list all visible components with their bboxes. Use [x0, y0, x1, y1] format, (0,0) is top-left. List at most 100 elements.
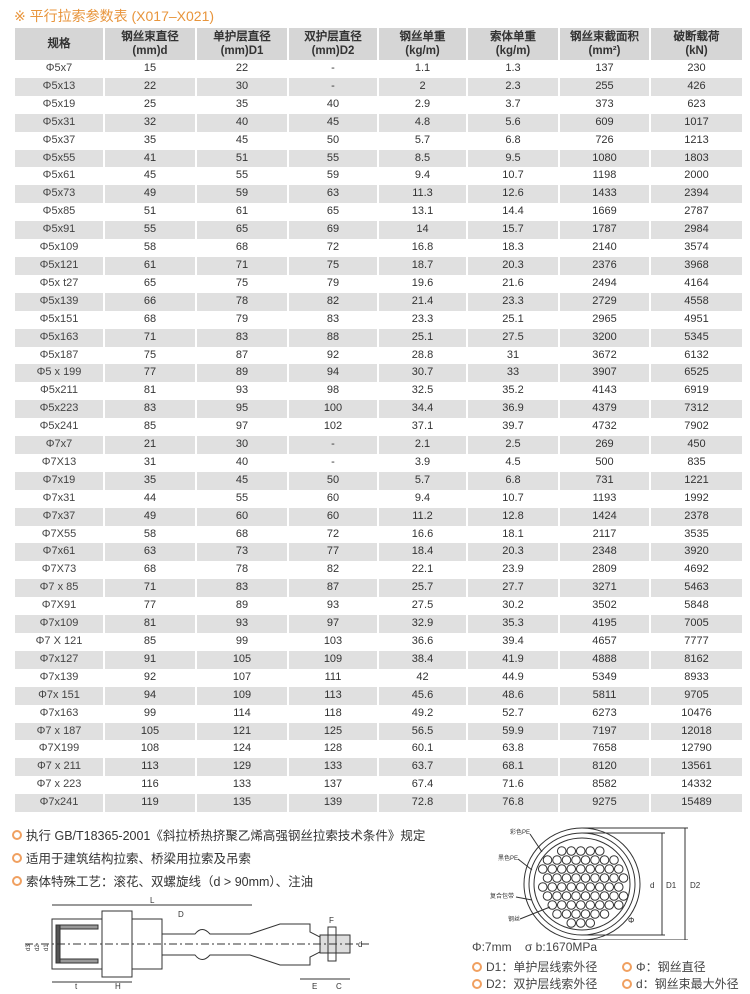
spec-cell: Φ7x109 — [15, 615, 103, 633]
value-cell: 83 — [326, 312, 340, 325]
spec-cell: Φ7x127 — [15, 650, 103, 669]
value-cell: 38.4 — [379, 650, 466, 669]
table-row: Φ5x163 71 83 88 25.1 27.5 3200 5345 — [15, 328, 742, 347]
value-cell: 731 — [560, 471, 649, 490]
value-cell: 45 — [143, 169, 157, 182]
wire-strand — [580, 909, 591, 919]
value-cell: 50 — [326, 133, 340, 146]
wire-strand — [556, 882, 567, 892]
value-cell: 59 — [326, 169, 340, 182]
column-header-title: 破断载荷 — [673, 31, 720, 43]
wire-spec: Φ:7mm σ b:1670MPa — [472, 940, 597, 954]
value-cell: 71 — [105, 579, 195, 598]
value-cell: 133 — [289, 758, 377, 777]
value-cell: 102 — [323, 420, 343, 433]
value-cell: 10.7 — [502, 491, 524, 504]
value-cell: 2378 — [651, 507, 742, 526]
value-cell: 3.9 — [414, 455, 431, 468]
value-cell: 23.3 — [411, 312, 434, 325]
value-cell: 71.6 — [502, 778, 524, 791]
wire-strand — [556, 864, 567, 874]
value-cell: 3968 — [651, 256, 742, 275]
value-cell: 2376 — [560, 256, 649, 275]
value-cell: 67.4 — [411, 778, 434, 791]
bullet-icon — [622, 961, 632, 972]
table-row: Φ5x31 32 40 45 4.8 5.6 609 1017 — [15, 113, 742, 132]
value-cell: 118 — [324, 706, 342, 719]
table-row: Φ5x55 41 51 55 8.5 9.5 1080 1803 — [15, 149, 742, 168]
value-cell: 59.9 — [468, 722, 558, 741]
dim-label-C: C — [336, 982, 342, 991]
spec-cell: Φ7 x 223 — [36, 778, 82, 791]
value-cell: 89 — [235, 599, 249, 612]
value-cell: 18.3 — [502, 241, 524, 254]
value-cell: 13561 — [651, 758, 742, 777]
value-cell: 69 — [289, 221, 377, 240]
value-cell: 79 — [235, 312, 249, 325]
value-cell: 3502 — [592, 599, 617, 612]
value-cell: 114 — [233, 706, 251, 719]
spec-cell: Φ7x31 — [42, 491, 76, 504]
value-cell: 3907 — [560, 364, 649, 383]
value-cell: 1193 — [592, 491, 617, 504]
column-header-unit: (kg/m) — [495, 45, 531, 57]
value-cell: 72 — [326, 527, 340, 540]
value-cell: 66 — [105, 292, 195, 311]
spec-cell: Φ7x37 — [15, 507, 103, 526]
wire-strand — [585, 846, 596, 856]
wire-strand — [566, 882, 577, 892]
value-cell: 72 — [326, 241, 340, 254]
value-cell: 85 — [143, 420, 157, 433]
table-row: Φ7 x 85 71 83 87 25.7 27.7 3271 5463 — [15, 579, 742, 598]
table-row: Φ7x163 99 114 118 49.2 52.7 6273 10476 — [15, 705, 742, 723]
dim-label-d1: d1 — [44, 944, 50, 951]
table-row: Φ5x223 83 95 100 34.4 36.9 4379 7312 — [15, 400, 742, 419]
value-cell: 7312 — [651, 400, 742, 419]
value-cell: 128 — [323, 742, 343, 755]
wire-strand — [571, 909, 581, 919]
wire-strand — [561, 855, 572, 865]
dim-label-t: t — [75, 982, 78, 991]
value-cell: 5.6 — [468, 113, 558, 132]
value-cell: 426 — [651, 77, 742, 96]
spec-cell: Φ5x109 — [39, 241, 79, 254]
table-row: Φ7X13 31 40 - 3.9 4.5 500 835 — [15, 454, 742, 472]
value-cell: 52.7 — [502, 706, 524, 719]
table-row: Φ7x19 35 45 50 5.7 6.8 731 1221 — [15, 471, 742, 490]
table-row: Φ7x61 63 73 77 18.4 20.3 2348 3920 — [15, 543, 742, 562]
wire-strand — [571, 873, 581, 883]
value-cell: 31 — [143, 455, 157, 468]
value-cell: 98 — [326, 384, 340, 397]
spec-cell: Φ5x211 — [40, 384, 78, 397]
wire-strand — [547, 900, 558, 910]
spec-cell: Φ5x91 — [15, 221, 103, 240]
value-cell: 137 — [595, 62, 614, 74]
wire-strand — [594, 864, 605, 874]
value-cell: 8.5 — [379, 149, 466, 168]
value-cell: 45.6 — [379, 686, 466, 705]
wire-strand — [561, 873, 572, 883]
value-cell: 95 — [197, 400, 287, 419]
value-cell: 39.4 — [502, 635, 524, 647]
table-row: Φ7X199 108 124 128 60.1 63.8 7658 12790 — [15, 740, 742, 758]
value-cell: 2 — [379, 77, 466, 96]
spec-cell: Φ7 X 121 — [35, 635, 83, 647]
column-header-unit: (kN) — [685, 45, 708, 57]
value-cell: 97 — [289, 615, 377, 633]
value-cell: 44.9 — [502, 670, 524, 683]
value-cell: 22 — [105, 77, 195, 96]
spec-cell: Φ7x61 — [15, 543, 103, 562]
value-cell: 40 — [235, 455, 249, 468]
column-header: 规格 — [15, 28, 103, 60]
value-cell: 77 — [105, 364, 195, 383]
dim-label-E: E — [312, 982, 317, 991]
value-cell: 609 — [560, 113, 649, 132]
spec-cell: Φ7X91 — [41, 599, 77, 612]
column-header: 双护层直径 (mm)D2 — [289, 28, 377, 60]
table-row: Φ7X91 77 89 93 27.5 30.2 3502 5848 — [15, 597, 742, 615]
value-cell: 58 — [143, 527, 157, 540]
spec-cell: Φ7 x 85 — [15, 579, 103, 598]
value-cell: 68 — [235, 241, 249, 254]
dim-label-H: H — [115, 982, 121, 991]
value-cell: 18.1 — [502, 527, 524, 540]
